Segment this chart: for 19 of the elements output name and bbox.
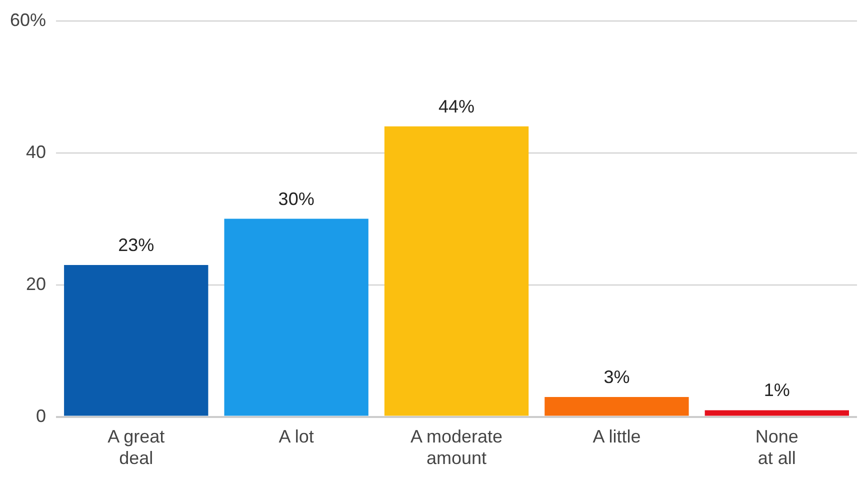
x-tick-label: A great deal <box>108 426 165 468</box>
y-tick-label: 0 <box>36 406 46 426</box>
bar <box>64 265 208 416</box>
x-tick-label: A moderate amount <box>410 426 503 468</box>
data-label: 30% <box>278 188 314 209</box>
x-tick-label: A lot <box>278 426 314 447</box>
y-tick-label: 20 <box>26 274 46 294</box>
x-tick-label: A little <box>592 426 641 447</box>
bar <box>384 126 529 416</box>
data-label: 1% <box>764 380 790 400</box>
data-label: 3% <box>604 366 630 387</box>
data-label: 23% <box>118 234 154 255</box>
data-label: 44% <box>438 96 475 116</box>
x-tick-label: None at all <box>755 426 798 468</box>
y-tick-label: 40 <box>26 142 46 162</box>
y-tick-label: 60% <box>10 10 46 30</box>
bar <box>224 218 368 416</box>
bar <box>544 397 689 416</box>
bar <box>704 410 849 416</box>
